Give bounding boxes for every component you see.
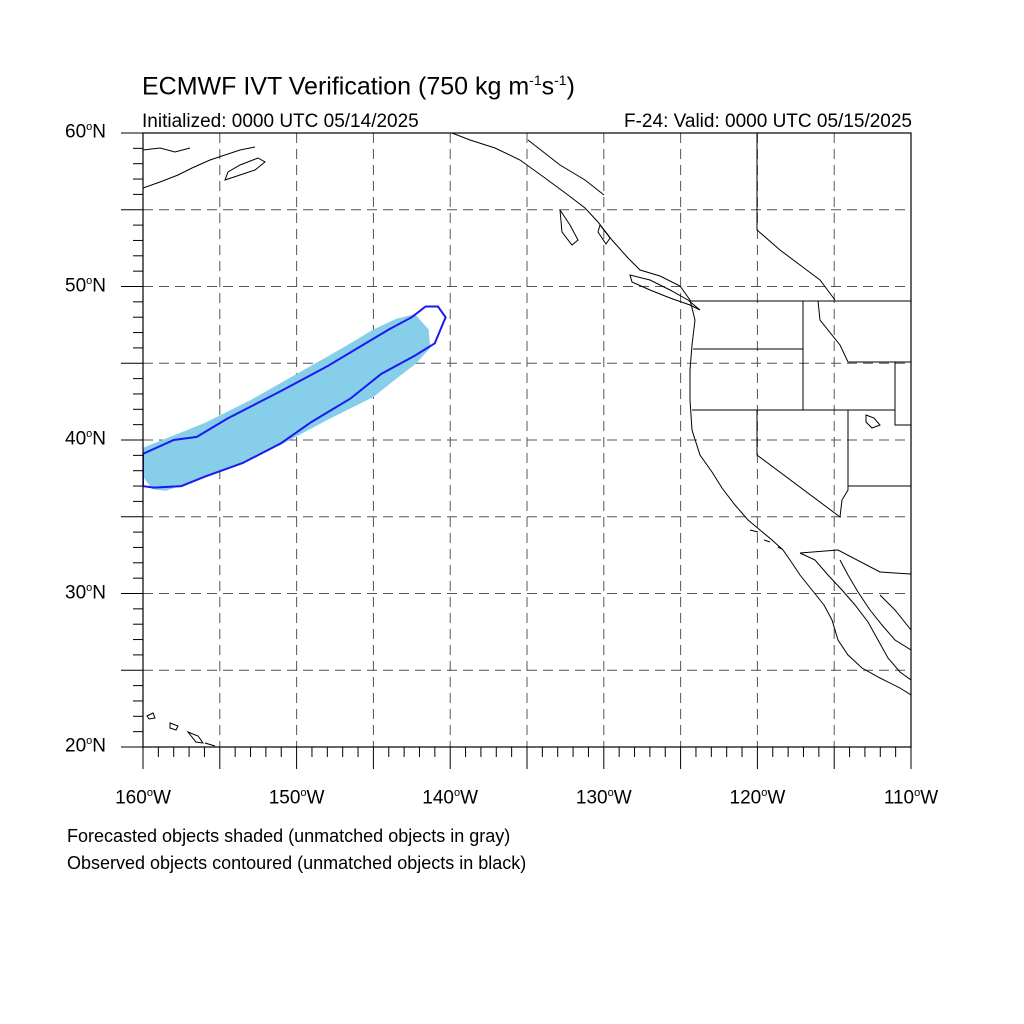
- coastline: [597, 223, 611, 245]
- political-border: [756, 410, 849, 518]
- forecast-object-shaded: [143, 314, 431, 491]
- political-border: [527, 139, 605, 196]
- coastline: [839, 559, 911, 651]
- coastline: [777, 546, 783, 550]
- latitude-label: 20oN: [65, 735, 106, 757]
- coastline: [224, 157, 266, 181]
- latitude-label: 60oN: [65, 121, 106, 143]
- coastline: [629, 274, 701, 311]
- valid-time: F-24: Valid: 0000 UTC 05/15/2025: [624, 111, 912, 132]
- chart-title: ECMWF IVT Verification (750 kg m-1s-1): [142, 72, 575, 101]
- longitude-label: 110oW: [883, 787, 939, 809]
- coastline: [143, 146, 256, 189]
- coastline: [146, 712, 156, 720]
- political-border: [894, 362, 911, 426]
- latitude-label: 30oN: [65, 581, 106, 603]
- political-border: [817, 300, 911, 363]
- coastline: [799, 552, 911, 681]
- observed-object-contour: [143, 305, 447, 489]
- latitude-label: 50oN: [65, 274, 106, 296]
- coastline: [865, 414, 881, 429]
- longitude-label: 150oW: [268, 787, 325, 809]
- initialized-time: Initialized: 0000 UTC 05/14/2025: [142, 111, 419, 132]
- coastline: [204, 742, 216, 747]
- political-border: [756, 133, 836, 301]
- axis-ticks: [121, 132, 912, 769]
- coastlines-and-borders: [143, 133, 911, 747]
- coastline: [879, 594, 911, 631]
- coastline: [763, 539, 771, 543]
- observed-note: Observed objects contoured (unmatched ob…: [67, 853, 527, 873]
- coastline: [169, 722, 179, 731]
- political-border: [693, 348, 804, 410]
- coastline: [559, 209, 579, 246]
- coastline: [749, 529, 759, 533]
- political-border: [799, 549, 911, 575]
- longitude-label: 120oW: [729, 787, 786, 809]
- coastline: [186, 730, 205, 744]
- latitude-label: 40oN: [65, 428, 106, 450]
- longitude-label: 130oW: [575, 787, 632, 809]
- longitude-label: 160oW: [115, 787, 171, 809]
- longitude-label: 140oW: [422, 787, 479, 809]
- coastline: [451, 133, 911, 696]
- forecast-note: Forecasted objects shaded (unmatched obj…: [67, 826, 511, 846]
- coastline: [143, 147, 191, 153]
